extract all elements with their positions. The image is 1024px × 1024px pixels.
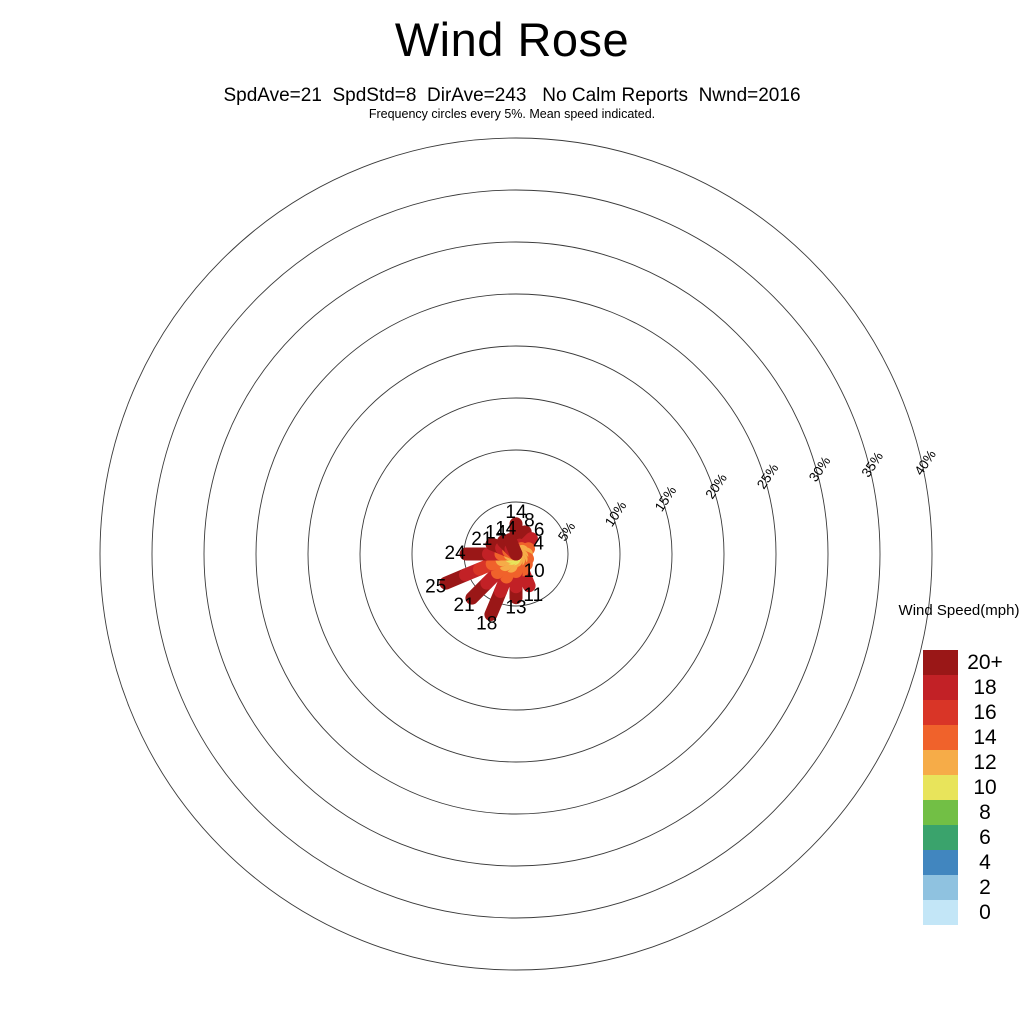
ring-label-40%: 40% <box>911 447 939 478</box>
ring-label-25%: 25% <box>754 461 782 492</box>
legend-row-18: 18 <box>923 675 1012 700</box>
legend-label-18: 18 <box>973 676 997 699</box>
petal-speed-label-N: 14 <box>505 502 527 523</box>
frequency-circle-25% <box>255 293 777 815</box>
frequency-circle-35% <box>151 189 881 919</box>
stats-line: SpdAve=21 SpdStd=8 DirAve=243 No Calm Re… <box>223 85 801 106</box>
petal-speed-label-NNW: 14 <box>495 518 517 539</box>
legend-row-8: 8 <box>923 800 1012 825</box>
legend-swatch-12 <box>923 750 958 775</box>
ring-label-10%: 10% <box>602 498 630 529</box>
legend-title: Wind Speed(mph) <box>898 602 1020 619</box>
legend-swatch-20+ <box>923 650 958 675</box>
petal-speed-label-NNE: 8 <box>524 511 535 532</box>
legend-label-14: 14 <box>973 726 997 749</box>
frequency-circle-15% <box>359 397 673 711</box>
legend-row-0: 0 <box>923 900 1012 925</box>
chart-title: Wind Rose <box>394 13 630 66</box>
legend-swatch-0 <box>923 900 958 925</box>
petal-speed-label-SE: 10 <box>524 561 545 582</box>
legend-row-2: 2 <box>923 875 1012 900</box>
ring-label-5%: 5% <box>555 519 578 544</box>
petal-speed-label-WNW: 21 <box>471 529 492 550</box>
legend-row-10: 10 <box>923 775 1012 800</box>
legend-swatch-6 <box>923 825 958 850</box>
legend-label-6: 6 <box>979 826 991 849</box>
legend-label-8: 8 <box>979 801 991 824</box>
legend-row-16: 16 <box>923 700 1012 725</box>
legend-label-4: 4 <box>979 851 991 874</box>
frequency-circle-10% <box>411 449 621 659</box>
legend-swatch-4 <box>923 850 958 875</box>
frequency-note: Frequency circles every 5%. Mean speed i… <box>368 107 656 121</box>
legend-swatch-8 <box>923 800 958 825</box>
legend-label-20+: 20+ <box>967 651 1003 674</box>
legend-swatch-18 <box>923 675 958 700</box>
ring-label-30%: 30% <box>806 454 834 485</box>
ring-label-35%: 35% <box>859 449 887 480</box>
legend-swatch-2 <box>923 875 958 900</box>
legend-row-14: 14 <box>923 725 1012 750</box>
legend-row-6: 6 <box>923 825 1012 850</box>
legend-swatch-10 <box>923 775 958 800</box>
petal-speed-label-ENE: 4 <box>533 534 544 555</box>
legend-label-0: 0 <box>979 901 991 924</box>
legend-swatch-16 <box>923 700 958 725</box>
frequency-circle-20% <box>307 345 725 763</box>
petal-speed-label-NW: 14 <box>485 523 507 544</box>
frequency-circle-30% <box>203 241 829 867</box>
legend-row-12: 12 <box>923 750 1012 775</box>
petal-speed-label-W: 24 <box>445 543 467 564</box>
petal-speed-label-NE: 6 <box>534 520 545 541</box>
petal-speed-label-SSE: 11 <box>523 585 543 606</box>
petal-speed-label-WSW: 25 <box>425 576 446 597</box>
legend-row-20+: 20+ <box>923 650 1012 675</box>
legend-label-16: 16 <box>973 701 997 724</box>
petal-speed-label-S: 13 <box>505 598 526 619</box>
legend-label-12: 12 <box>973 751 997 774</box>
petal-speed-label-SW: 21 <box>454 595 475 616</box>
wind-speed-legend: 20+ 18 16 14 12 10 8 6 4 2 0 <box>923 650 1012 925</box>
petal-speed-label-SSW: 18 <box>476 614 497 635</box>
ring-label-15%: 15% <box>652 483 680 514</box>
ring-label-20%: 20% <box>702 471 730 502</box>
legend-label-2: 2 <box>979 876 991 899</box>
legend-row-4: 4 <box>923 850 1012 875</box>
petal-segment-NNW <box>503 533 523 561</box>
frequency-circle-40% <box>99 137 933 971</box>
legend-label-10: 10 <box>973 776 997 799</box>
legend-swatch-14 <box>923 725 958 750</box>
